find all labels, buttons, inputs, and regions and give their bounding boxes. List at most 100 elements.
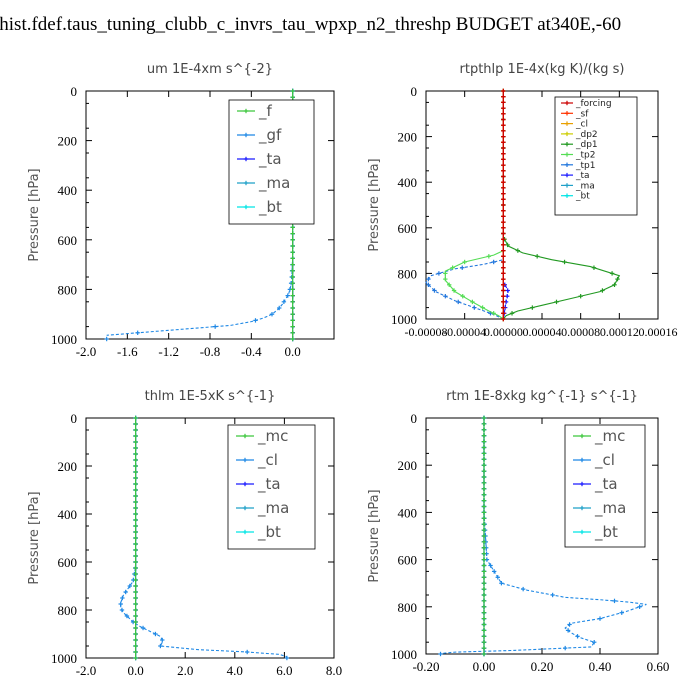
legend: _mc _cl _ta _ma _bt (227, 424, 316, 550)
x-tick-label: -1.2 (158, 344, 179, 359)
legend-entry: _tp1 (575, 161, 595, 171)
x-tick-label: -0.4 (241, 344, 262, 359)
legend-entry: _ma (258, 174, 290, 193)
x-tick-label: -0.00008 (405, 325, 448, 339)
y-tick-label: 600 (398, 553, 418, 568)
legend: _forcing_sf_cl_dp2_dp1_tp2_tp1_ta_ma_bt (554, 96, 638, 216)
series-mc (481, 415, 487, 657)
y-axis-label: Pressure [hPa] (27, 168, 42, 261)
series-mc (133, 415, 138, 661)
x-tick-label: -1.6 (117, 344, 138, 359)
x-tick-label: 4.0 (227, 663, 243, 678)
x-tick-label: 0.0 (127, 663, 143, 678)
legend-entry: _forcing (575, 99, 612, 109)
x-tick-label: 0.0 (285, 344, 301, 359)
y-tick-label: 400 (398, 505, 418, 520)
x-tick-label: 0.00 (473, 659, 496, 674)
legend-entry: _sf (575, 109, 589, 119)
x-tick-label: 0.60 (647, 659, 670, 674)
legend-entry: _bt (257, 523, 281, 542)
y-axis-label: Pressure [hPa] (367, 158, 382, 251)
x-tick-label: 0.20 (531, 659, 554, 674)
y-tick-label: 800 (398, 600, 418, 615)
series-line (440, 418, 647, 655)
x-tick-label: 2.0 (177, 663, 193, 678)
x-tick-label: 0.40 (589, 659, 612, 674)
y-tick-label: 1000 (51, 651, 77, 666)
panel-title: rtm 1E-8xkg kg^{-1} s^{-1} (446, 389, 638, 404)
y-tick-label: 1000 (391, 312, 417, 327)
y-tick-label: 600 (58, 555, 78, 570)
legend-entry: _cl (594, 451, 615, 470)
y-tick-label: 800 (58, 603, 78, 618)
legend-entry: _mc (257, 427, 288, 446)
y-tick-label: 400 (58, 507, 78, 522)
legend-entry: _dp2 (575, 130, 598, 140)
legend-box (227, 424, 316, 550)
series-tp2 (443, 88, 506, 322)
x-tick-label: 0.00008 (561, 325, 600, 339)
y-tick-label: 0 (411, 411, 418, 426)
y-axis-label: Pressure [hPa] (367, 489, 382, 582)
x-tick-label: -0.00004 (443, 325, 486, 339)
y-tick-label: 800 (58, 282, 78, 297)
y-tick-label: 200 (58, 459, 78, 474)
y-tick-label: 600 (58, 233, 78, 248)
chart-panel-4: rtm 1E-8xkg kg^{-1} s^{-1} Pressure [hPa]… (367, 389, 669, 674)
y-tick-label: 400 (398, 175, 418, 190)
legend-entry: _ta (257, 475, 281, 494)
series-forcing (501, 88, 506, 322)
x-tick-label: -2.0 (76, 663, 97, 678)
legend-entry: _bt (575, 192, 590, 202)
x-tick-label: 0.00012 (600, 325, 639, 339)
legend-entry: _ma (257, 499, 289, 518)
y-tick-label: 200 (398, 458, 418, 473)
legend-entry: _dp1 (575, 140, 598, 150)
legend-entry: _ta (575, 171, 590, 181)
legend: _f _gf _ta _ma _bt (228, 99, 315, 225)
legend-entry: _ma (575, 181, 595, 191)
legend-entry: _mc (594, 427, 625, 446)
x-tick-label: -0.8 (200, 344, 221, 359)
y-tick-label: 200 (398, 130, 418, 145)
y-tick-label: 0 (411, 84, 418, 99)
panel-title: um 1E-4xm s^{-2} (147, 62, 273, 77)
panel-title: rtpthlp 1E-4x(kg K)/(kg s) (460, 62, 625, 77)
y-tick-label: 1000 (391, 647, 417, 662)
x-tick-label: 0.00016 (639, 325, 678, 339)
legend-entry: _ta (594, 475, 618, 494)
y-tick-label: 0 (71, 411, 78, 426)
plot-frame (85, 417, 335, 659)
panel-title: thlm 1E-5xK s^{-1} (145, 389, 276, 404)
series-line (502, 91, 621, 320)
legend-entry: _cl (257, 451, 278, 470)
x-tick-label: -2.0 (76, 344, 97, 359)
legend-entry: _ta (258, 150, 282, 169)
x-tick-label: 6.0 (276, 663, 292, 678)
x-tick-label: -0.20 (412, 659, 439, 674)
y-tick-label: 0 (71, 84, 78, 99)
y-tick-label: 200 (58, 134, 78, 149)
x-tick-label: 0.00000 (484, 325, 523, 339)
series-line (444, 91, 504, 320)
series-tp1 (425, 88, 506, 322)
legend-entry: _cl (575, 120, 588, 130)
y-tick-label: 1000 (51, 332, 77, 347)
chart-panel-3: thlm 1E-5xK s^{-1} Pressure [hPa] 0 200 400 6… (27, 389, 342, 678)
legend-box (564, 424, 646, 548)
chart-panel-2: rtpthlp 1E-4x(kg K)/(kg s) Pressure [hPa]… (367, 62, 678, 339)
legend-entry: _tp2 (575, 151, 595, 161)
legend-entry: _ma (594, 499, 626, 518)
legend-box (228, 99, 315, 225)
y-axis-label: Pressure [hPa] (27, 491, 42, 584)
series-line (425, 91, 504, 320)
x-tick-label: 0.00004 (523, 325, 562, 339)
legend-entry: _gf (258, 126, 282, 145)
y-tick-label: 800 (398, 266, 418, 281)
x-tick-label: 8.0 (326, 663, 342, 678)
y-tick-label: 400 (58, 183, 78, 198)
y-tick-label: 600 (398, 221, 418, 236)
legend-entry: _f (258, 102, 273, 121)
legend-entry: _bt (258, 198, 282, 217)
figure-title: thist.fdef.taus_tuning_clubb_c_invrs_tau… (0, 14, 622, 35)
